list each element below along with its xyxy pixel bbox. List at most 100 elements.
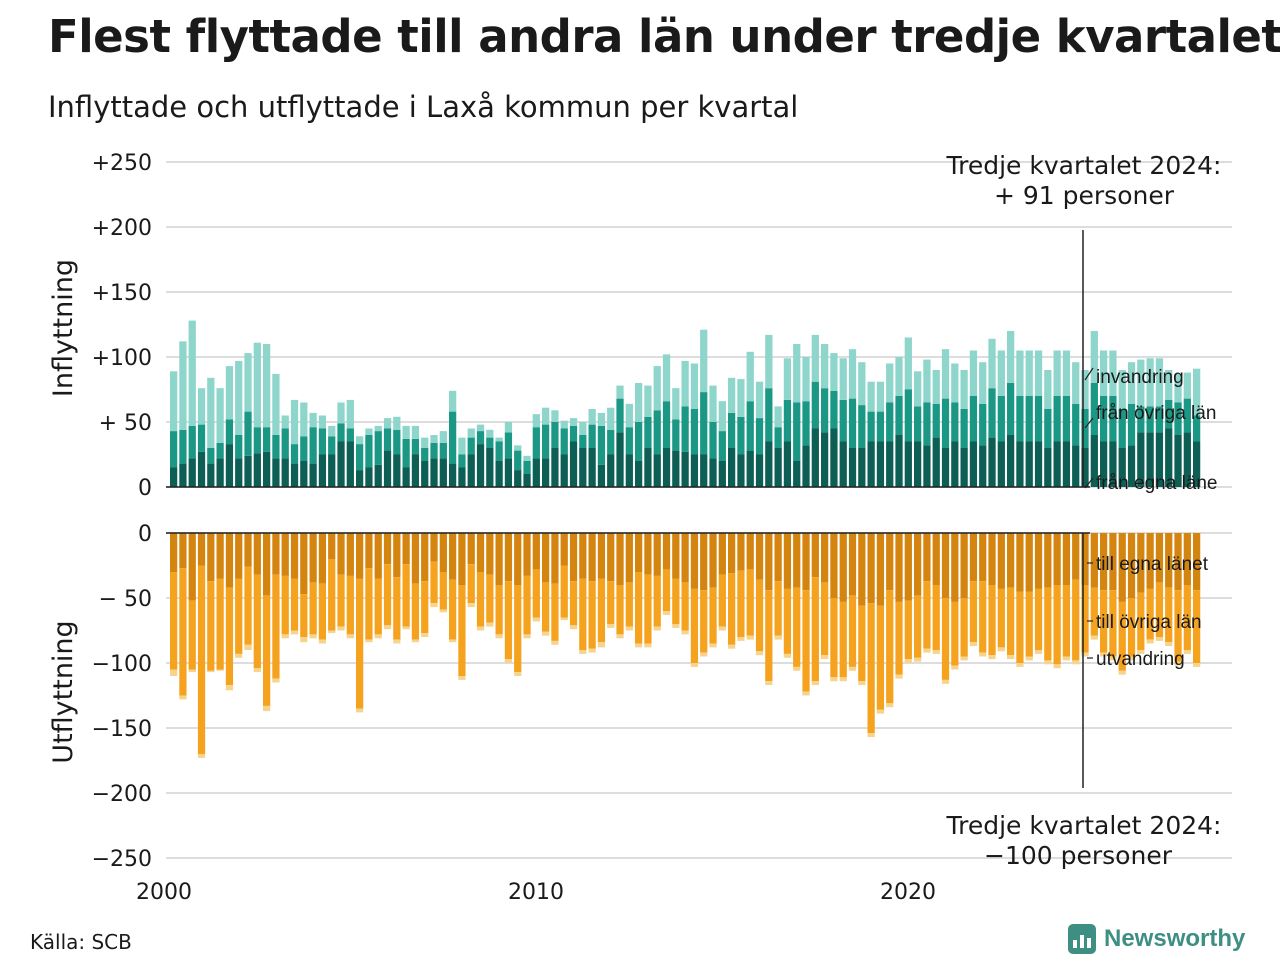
bar-inflow [1174,435,1182,487]
bar-inflow [653,366,661,411]
bar-inflow [402,438,410,468]
bar-outflow [476,533,485,572]
bar-inflow [253,427,261,454]
bar-outflow [914,595,922,658]
bar-outflow [579,533,587,579]
bar-inflow [188,320,196,426]
bar-inflow [1062,396,1071,442]
bar-inflow [495,441,503,461]
bar-inflow [765,441,773,487]
bar-outflow [709,643,717,648]
bar-outflow [690,663,699,667]
bar-outflow [1165,533,1173,588]
bar-inflow [904,389,912,442]
bar-inflow [774,448,782,487]
bar-outflow [318,583,327,640]
bar-inflow [439,431,447,443]
bar-inflow [737,454,745,487]
bar-inflow [690,454,699,487]
bar-outflow [653,575,661,627]
bar-inflow [635,461,643,487]
bar-inflow [1016,396,1024,442]
bar-inflow [244,353,252,412]
bar-outflow [932,585,940,650]
bar-inflow [1090,435,1098,487]
bar-outflow [290,533,299,579]
bar-inflow [216,388,224,443]
bar-outflow [179,533,187,569]
bar-inflow [932,403,940,438]
bar-inflow [895,435,903,487]
bar-inflow [1044,409,1052,448]
bar-outflow [1025,591,1033,657]
chart-subtitle: Inflyttade och utflyttade i Laxå kommun … [48,90,799,124]
bar-outflow [290,630,299,635]
bar-inflow [346,428,354,442]
bar-inflow [225,444,234,487]
bar-outflow [1174,661,1182,666]
bar-outflow [281,533,289,576]
bar-outflow [253,533,261,575]
bar-inflow [821,388,829,433]
bar-inflow [1109,350,1117,396]
bar-inflow [542,458,550,487]
bar-inflow [625,454,633,487]
bar-inflow [886,363,894,403]
bar-outflow [235,653,243,658]
bar-outflow [421,633,429,637]
bar-inflow [718,431,726,461]
bar-inflow [765,334,773,389]
bar-inflow [848,448,857,487]
labels: Inflyttning Utflyttning Tredje kvartalet 2… [48,151,1221,870]
bar-outflow [737,637,745,641]
bar-inflow [495,437,503,442]
bar-outflow [365,639,373,643]
bar-inflow [244,411,252,456]
bar-outflow [272,533,280,575]
bar-outflow [1155,533,1164,583]
bar-outflow [1137,650,1145,654]
bar-outflow [635,572,643,644]
bar-outflow [328,559,336,631]
bar-outflow [393,639,401,644]
bar-outflow [225,685,234,691]
bar-outflow [374,634,382,639]
bar-outflow [411,639,420,643]
bar-outflow [318,533,327,584]
bar-inflow [1109,396,1117,442]
bar-inflow [383,450,392,487]
bar-inflow [476,431,485,445]
bar-inflow [988,338,996,389]
bar-outflow [1053,533,1061,585]
bar-outflow [941,533,950,598]
bar-outflow [914,657,922,662]
bar-outflow [886,533,894,591]
bar-outflow [532,533,540,570]
bar-inflow [1072,362,1080,404]
bar-inflow [449,463,457,487]
bar-inflow [383,418,392,429]
bar-outflow [421,581,429,634]
bar-inflow [737,379,745,417]
bar-inflow [709,422,717,459]
bar-inflow [662,401,671,448]
bar-inflow [951,363,959,403]
bar-inflow [783,358,792,400]
bar-inflow [235,360,243,435]
bar-outflow [662,611,671,615]
bar-inflow [728,412,736,448]
bar-outflow [170,572,178,670]
bar-outflow [1193,590,1201,663]
bar-inflow [979,403,987,446]
bar-inflow [328,454,336,487]
bar-inflow [1155,358,1164,407]
bar-inflow [188,458,196,487]
bar-inflow [290,399,299,445]
bar-inflow [737,416,745,455]
bar-inflow [374,425,382,432]
bar-outflow [1081,585,1089,653]
bar-inflow [895,357,903,396]
bar-inflow [458,454,466,468]
bar-outflow [495,585,503,635]
